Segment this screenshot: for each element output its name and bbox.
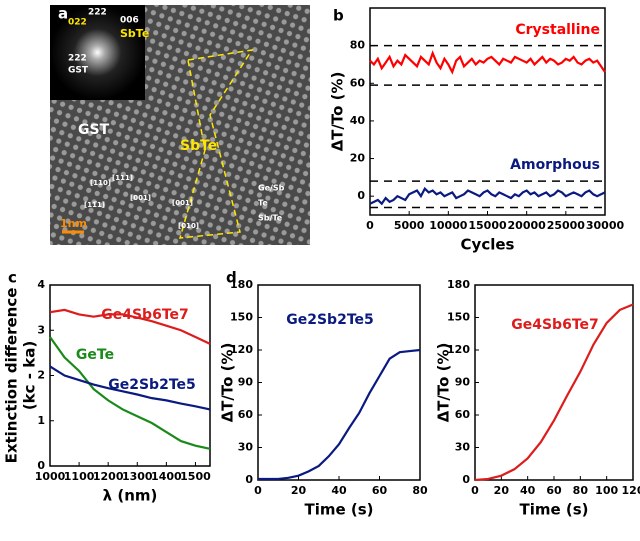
panel-label: b bbox=[333, 7, 344, 25]
y-tick-label: 40 bbox=[350, 114, 366, 127]
x-tick-label: 0 bbox=[254, 484, 262, 497]
y-tick-label: 120 bbox=[230, 343, 253, 356]
y-tick-label: 0 bbox=[462, 473, 470, 486]
x-tick-label: 60 bbox=[546, 484, 562, 497]
series-label: Ge4Sb6Te7 bbox=[101, 307, 189, 323]
x-axis-title: Cycles bbox=[461, 236, 515, 254]
image-label: Ge/Sb bbox=[258, 184, 285, 193]
x-tick-label: 0 bbox=[366, 219, 374, 232]
y-tick-label: 180 bbox=[447, 278, 470, 291]
image-label: 222 bbox=[88, 8, 107, 18]
x-tick-label: 100 bbox=[595, 484, 618, 497]
x-tick-label: 80 bbox=[412, 484, 428, 497]
y-axis-title: Extinction difference bbox=[3, 288, 21, 464]
y-tick-label: 3 bbox=[37, 323, 45, 336]
plot-frame bbox=[474, 284, 634, 481]
y-tick-label: 0 bbox=[357, 189, 365, 202]
x-tick-label: 30000 bbox=[586, 219, 625, 232]
x-tick-label: 10000 bbox=[429, 219, 468, 232]
y-tick-label: 1 bbox=[37, 414, 45, 427]
y-axis-title: ΔT/To (%) bbox=[219, 343, 237, 423]
y-tick-label: 180 bbox=[230, 278, 253, 291]
image-label: Sb/Te bbox=[258, 214, 283, 223]
y-tick-label: 80 bbox=[350, 39, 366, 52]
x-tick-label: 15000 bbox=[468, 219, 507, 232]
x-tick-label: 60 bbox=[372, 484, 388, 497]
image-label: GST bbox=[78, 122, 110, 138]
data-line bbox=[49, 336, 211, 450]
image-label: [110] bbox=[90, 179, 111, 187]
x-axis-title: Time (s) bbox=[304, 501, 373, 519]
panel-label: d bbox=[226, 269, 237, 287]
image-label: 006 bbox=[120, 16, 139, 26]
x-tick-label: 120 bbox=[622, 484, 640, 497]
image-label: 222 bbox=[68, 54, 87, 64]
image-label: 1nm bbox=[60, 217, 87, 230]
series-label: Crystalline bbox=[515, 22, 600, 38]
series-label: Ge2Sb2Te5 bbox=[108, 377, 196, 393]
image-label: [111] bbox=[112, 174, 133, 182]
data-line bbox=[369, 50, 606, 75]
data-line bbox=[258, 348, 421, 481]
y-tick-label: 30 bbox=[238, 441, 254, 454]
x-axis-title: Time (s) bbox=[519, 501, 588, 519]
x-tick-label: 80 bbox=[573, 484, 589, 497]
y-tick-label: 2 bbox=[37, 369, 45, 382]
x-tick-label: 0 bbox=[471, 484, 479, 497]
y-tick-label: 4 bbox=[37, 278, 45, 291]
x-tick-label: 1300 bbox=[122, 470, 153, 483]
x-tick-label: 25000 bbox=[547, 219, 586, 232]
x-tick-label: 1500 bbox=[180, 470, 211, 483]
y-tick-label: 20 bbox=[350, 152, 366, 165]
x-tick-label: 40 bbox=[331, 484, 347, 497]
x-tick-label: 1000 bbox=[35, 470, 66, 483]
plot-frame bbox=[369, 7, 606, 216]
y-tick-label: 0 bbox=[245, 473, 253, 486]
series-label: Ge4Sb6Te7 bbox=[511, 317, 599, 333]
tem-image bbox=[50, 5, 310, 245]
image-label: SbTe bbox=[180, 138, 217, 154]
x-axis-title: λ (nm) bbox=[103, 487, 158, 505]
x-tick-label: 20 bbox=[291, 484, 307, 497]
y-axis-title: (kc - ka) bbox=[21, 341, 39, 410]
y-tick-label: 0 bbox=[37, 459, 45, 472]
y-axis-title: ΔT/To (%) bbox=[329, 72, 347, 152]
image-label: SbTe bbox=[120, 27, 149, 40]
x-tick-label: 1200 bbox=[93, 470, 124, 483]
data-line bbox=[369, 186, 606, 206]
image-label: [11̅1] bbox=[84, 201, 105, 209]
y-tick-label: 90 bbox=[455, 376, 471, 389]
image-label: 022 bbox=[68, 18, 87, 28]
data-line bbox=[474, 303, 634, 482]
x-tick-label: 20000 bbox=[508, 219, 547, 232]
series-label: GeTe bbox=[76, 347, 114, 363]
data-line bbox=[49, 308, 211, 345]
series-label: Amorphous bbox=[510, 157, 600, 173]
y-tick-label: 90 bbox=[238, 376, 254, 389]
data-line bbox=[49, 365, 211, 411]
panel-label: a bbox=[58, 5, 68, 23]
x-tick-label: 1100 bbox=[64, 470, 95, 483]
y-tick-label: 30 bbox=[455, 441, 471, 454]
y-tick-label: 150 bbox=[447, 311, 470, 324]
image-label: [001] bbox=[130, 194, 151, 202]
x-tick-label: 40 bbox=[520, 484, 536, 497]
series-label: Ge2Sb2Te5 bbox=[286, 312, 374, 328]
x-tick-label: 5000 bbox=[394, 219, 425, 232]
image-label: [010] bbox=[178, 222, 199, 230]
y-axis-title: ΔT/To (%) bbox=[435, 343, 453, 423]
image-label: GST bbox=[68, 66, 89, 76]
y-tick-label: 60 bbox=[238, 408, 254, 421]
y-tick-label: 60 bbox=[455, 408, 471, 421]
image-label: Te bbox=[258, 199, 268, 208]
x-tick-label: 1400 bbox=[151, 470, 182, 483]
image-label: [001] bbox=[172, 199, 193, 207]
panel-label: c bbox=[8, 269, 17, 287]
x-tick-label: 20 bbox=[494, 484, 510, 497]
y-tick-label: 120 bbox=[447, 343, 470, 356]
y-tick-label: 60 bbox=[350, 76, 366, 89]
y-tick-label: 150 bbox=[230, 311, 253, 324]
